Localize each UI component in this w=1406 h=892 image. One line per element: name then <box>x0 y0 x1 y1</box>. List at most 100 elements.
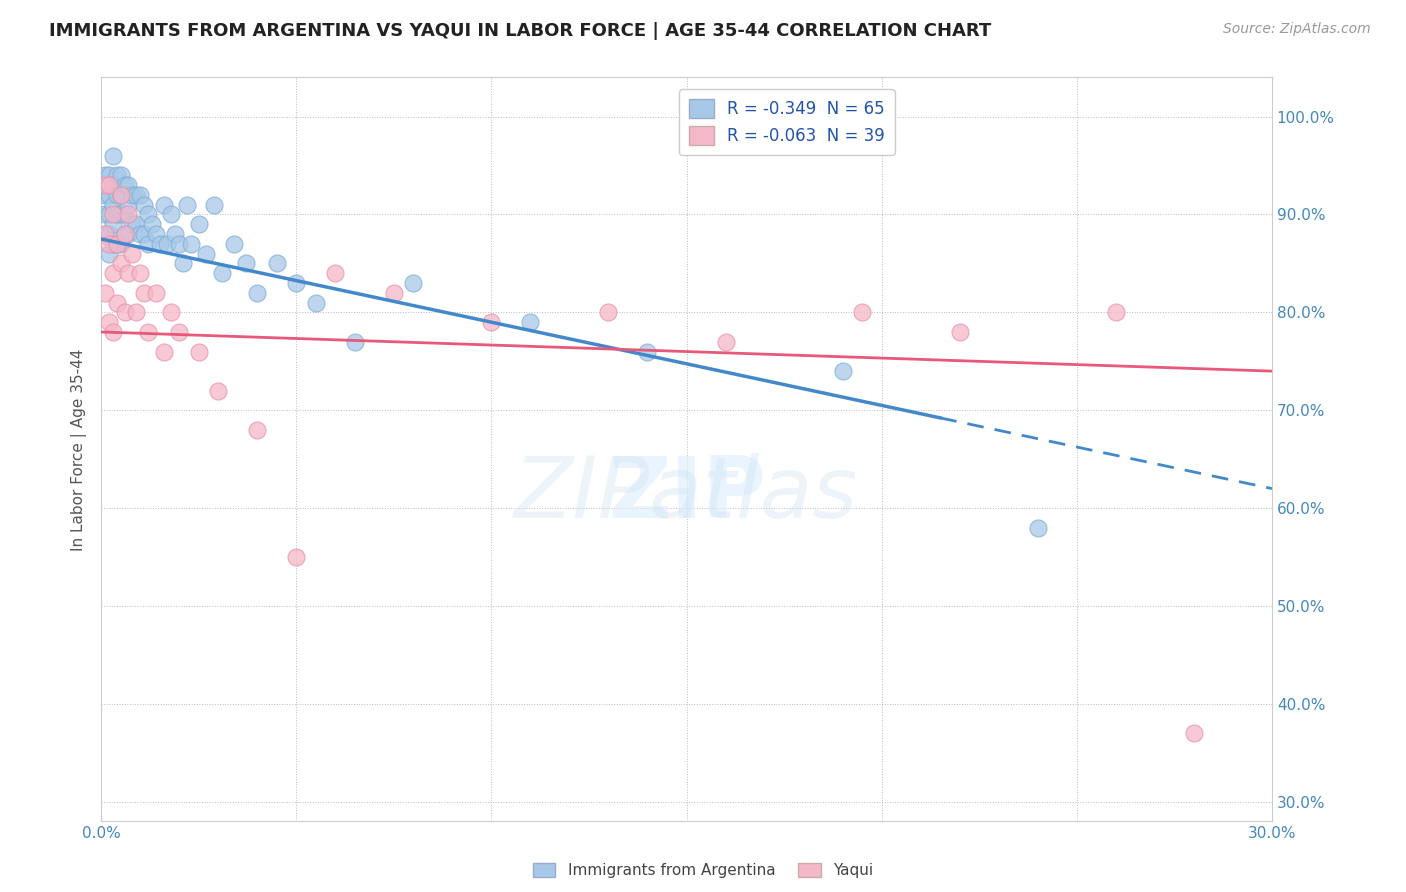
Point <box>105 169 128 183</box>
Point <box>831 364 853 378</box>
Point <box>167 236 190 251</box>
Point <box>160 207 183 221</box>
Point <box>211 266 233 280</box>
Point <box>105 295 128 310</box>
Point <box>110 188 132 202</box>
Point <box>101 149 124 163</box>
Point <box>110 236 132 251</box>
Point <box>136 207 159 221</box>
Point <box>125 305 148 319</box>
Point <box>94 178 117 193</box>
Point <box>152 197 174 211</box>
Point <box>101 178 124 193</box>
Point <box>176 197 198 211</box>
Point <box>101 266 124 280</box>
Point <box>114 227 136 241</box>
Point <box>121 246 143 260</box>
Point <box>101 217 124 231</box>
Point <box>101 207 124 221</box>
Point <box>129 266 152 280</box>
Point <box>156 236 179 251</box>
Legend: Immigrants from Argentina, Yaqui: Immigrants from Argentina, Yaqui <box>526 856 880 884</box>
Point <box>121 188 143 202</box>
Point <box>117 178 139 193</box>
Text: ZIPatlas: ZIPatlas <box>515 452 859 535</box>
Point <box>97 227 120 241</box>
Legend: R = -0.349  N = 65, R = -0.063  N = 39: R = -0.349 N = 65, R = -0.063 N = 39 <box>679 89 894 155</box>
Point <box>285 276 308 290</box>
Point <box>125 217 148 231</box>
Point <box>246 423 269 437</box>
Point <box>94 227 117 241</box>
Point <box>222 236 245 251</box>
Point <box>149 236 172 251</box>
Point <box>101 325 124 339</box>
Point <box>343 334 366 349</box>
Point <box>402 276 425 290</box>
Point <box>97 169 120 183</box>
Point <box>1105 305 1128 319</box>
Point <box>323 266 346 280</box>
Point <box>114 305 136 319</box>
Point <box>165 227 187 241</box>
Point <box>132 285 155 300</box>
Point <box>117 266 139 280</box>
Point <box>145 285 167 300</box>
Point <box>136 236 159 251</box>
Point <box>207 384 229 398</box>
Point <box>105 236 128 251</box>
Text: ZIP: ZIP <box>607 452 765 535</box>
Point <box>129 227 152 241</box>
Point <box>714 334 737 349</box>
Point <box>187 217 209 231</box>
Point <box>305 295 328 310</box>
Point <box>97 188 120 202</box>
Point <box>110 256 132 270</box>
Point <box>105 188 128 202</box>
Point <box>94 207 117 221</box>
Point <box>117 227 139 241</box>
Point <box>637 344 659 359</box>
Point <box>132 197 155 211</box>
Point <box>110 188 132 202</box>
Point <box>167 325 190 339</box>
Point <box>105 236 128 251</box>
Point <box>195 246 218 260</box>
Point <box>180 236 202 251</box>
Point <box>479 315 502 329</box>
Point <box>94 169 117 183</box>
Point <box>129 188 152 202</box>
Point <box>1182 726 1205 740</box>
Point <box>202 197 225 211</box>
Point <box>94 285 117 300</box>
Point <box>101 236 124 251</box>
Point <box>949 325 972 339</box>
Point <box>141 217 163 231</box>
Point <box>152 344 174 359</box>
Point <box>121 217 143 231</box>
Point <box>382 285 405 300</box>
Point <box>246 285 269 300</box>
Point <box>160 305 183 319</box>
Point <box>851 305 873 319</box>
Point <box>94 227 117 241</box>
Point <box>187 344 209 359</box>
Point <box>114 178 136 193</box>
Point <box>105 207 128 221</box>
Point <box>132 227 155 241</box>
Point <box>110 207 132 221</box>
Point <box>114 227 136 241</box>
Point <box>145 227 167 241</box>
Point <box>266 256 288 270</box>
Point <box>114 207 136 221</box>
Point <box>110 169 132 183</box>
Point <box>172 256 194 270</box>
Point <box>117 207 139 221</box>
Point <box>117 197 139 211</box>
Text: IMMIGRANTS FROM ARGENTINA VS YAQUI IN LABOR FORCE | AGE 35-44 CORRELATION CHART: IMMIGRANTS FROM ARGENTINA VS YAQUI IN LA… <box>49 22 991 40</box>
Point <box>97 246 120 260</box>
Text: Source: ZipAtlas.com: Source: ZipAtlas.com <box>1223 22 1371 37</box>
Point <box>125 188 148 202</box>
Point <box>97 178 120 193</box>
Point <box>97 236 120 251</box>
